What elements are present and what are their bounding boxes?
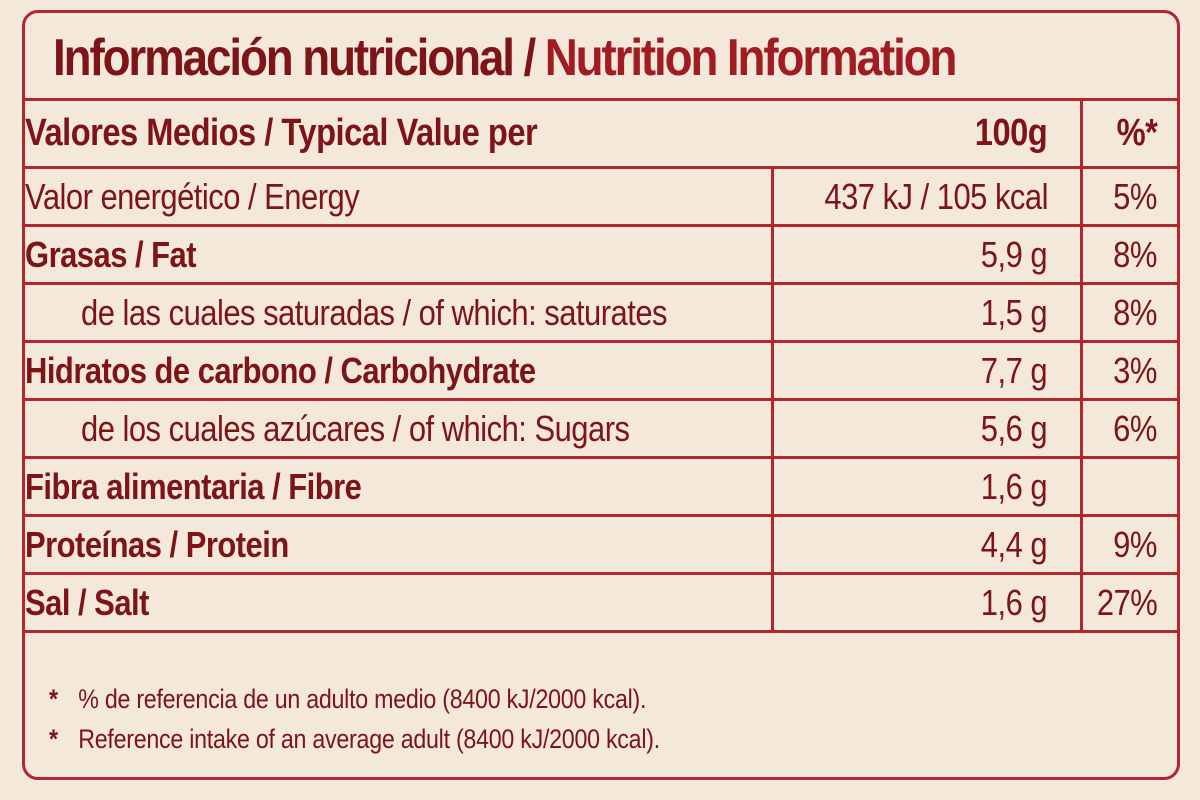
nutrient-pct: 9% [1113,523,1157,565]
table-row: Sal / Salt 1,6 g 27% [25,572,1177,632]
title-spanish: Información nutricional / [53,29,536,87]
nutrient-value: 1,6 g [981,581,1048,623]
table-row: Fibra alimentaria / Fibre 1,6 g [25,456,1177,516]
nutrient-value: 1,6 g [981,465,1048,507]
nutrient-value: 437 kJ / 105 kcal [823,175,1048,217]
nutrient-pct: 3% [1113,349,1157,391]
footnote-en: * Reference intake of an average adult (8… [49,719,660,759]
table-row: Valor energético / Energy 437 kJ / 105 k… [25,166,1177,226]
nutrient-name: Grasas / Fat [25,233,197,275]
nutrient-pct: 5% [1113,175,1157,217]
nutrient-name: Valor energético / Energy [25,175,360,217]
nutrient-name: Sal / Salt [25,581,149,623]
nutrient-name: Hidratos de carbono / Carbohydrate [25,349,536,391]
label-title: Información nutricional / Nutrition Info… [53,15,958,101]
footnote-text: Reference intake of an average adult (84… [78,724,660,754]
nutrient-name: Fibra alimentaria / Fibre [25,465,362,507]
nutrient-name: de los cuales azúcares / of which: Sugar… [81,407,630,449]
header-per: 100g [975,112,1048,154]
table-row: Grasas / Fat 5,9 g 8% [25,224,1177,284]
nutrient-value: 4,4 g [981,523,1048,565]
table-header-row: Valores Medios / Typical Value per 100g … [25,98,1177,168]
nutrient-name: de las cuales saturadas / of which: satu… [81,291,668,333]
footnotes: * % de referencia de un adulto medio (840… [49,679,759,759]
footnote-text: % de referencia de un adulto medio (8400… [78,684,647,714]
nutrient-value: 1,5 g [981,291,1048,333]
header-label: Valores Medios / Typical Value per [25,112,538,154]
nutrient-name: Proteínas / Protein [25,523,289,565]
footnote-es: * % de referencia de un adulto medio (840… [49,679,660,719]
nutrient-value: 7,7 g [981,349,1048,391]
table-row: Hidratos de carbono / Carbohydrate 7,7 g… [25,340,1177,400]
title-english: Nutrition Information [544,29,958,87]
nutrient-pct: 8% [1113,291,1157,333]
header-label-cell: Valores Medios / Typical Value per [25,98,772,168]
nutrient-pct: 6% [1113,407,1157,449]
header-pct-cell: %* [1079,98,1177,168]
table-row: de las cuales saturadas / of which: satu… [25,282,1177,342]
nutrient-pct: 27% [1096,581,1158,623]
header-per-cell: 100g [772,98,1081,168]
nutrient-pct: 8% [1113,233,1157,275]
header-pct: %* [1116,112,1157,154]
nutrition-table: Valores Medios / Typical Value per 100g … [25,98,1177,634]
nutrient-value: 5,6 g [981,407,1048,449]
footnote-mark: * [49,684,58,714]
table-row: Proteínas / Protein 4,4 g 9% [25,514,1177,574]
footnote-mark: * [49,724,58,754]
nutrition-label: Información nutricional / Nutrition Info… [22,10,1180,780]
table-row: de los cuales azúcares / of which: Sugar… [25,398,1177,458]
nutrient-value: 5,9 g [981,233,1048,275]
table-bottom-rule [25,630,1177,634]
